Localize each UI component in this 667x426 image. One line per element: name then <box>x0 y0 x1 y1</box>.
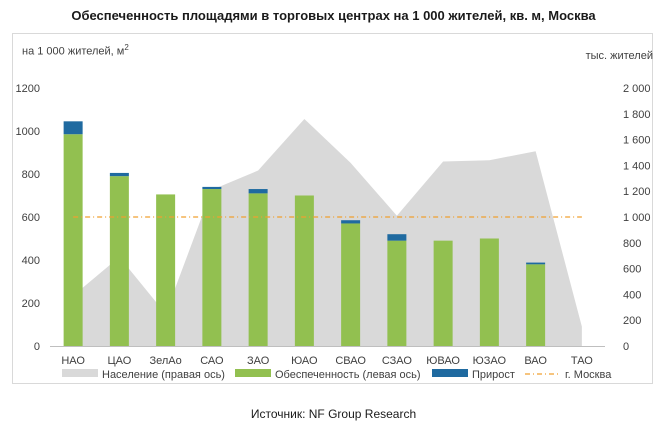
left-axis-unit-text: на 1 000 жителей, м <box>22 45 125 58</box>
chart-frame <box>12 33 653 384</box>
category-label-3: САО <box>200 355 224 367</box>
left-tick-label: 0 <box>34 341 40 353</box>
right-tick-label: 1 600 <box>623 135 651 147</box>
growth-bar-7 <box>387 234 407 241</box>
left-tick-label: 400 <box>22 255 40 267</box>
category-label-4: ЗАО <box>247 355 270 367</box>
legend-label-3: г. Москва <box>565 369 612 381</box>
provision-bar-10 <box>526 264 546 346</box>
provision-bar-1 <box>109 176 129 346</box>
left-tick-label: 200 <box>22 298 40 310</box>
provision-bar-2 <box>156 194 176 346</box>
left-tick-label: 800 <box>22 169 40 181</box>
left-tick-label: 1200 <box>16 83 40 95</box>
left-tick-label: 1000 <box>16 126 40 138</box>
legend-label-2: Прирост <box>472 369 515 381</box>
right-tick-label: 0 <box>623 341 629 353</box>
legend-swatch-growth <box>432 369 468 377</box>
right-tick-label: 1 400 <box>623 160 651 172</box>
category-label-7: СЗАО <box>382 355 413 367</box>
category-label-10: ВАО <box>524 355 547 367</box>
right-tick-label: 2 000 <box>623 83 651 95</box>
growth-bar-6 <box>341 220 361 224</box>
legend-label-1: Обеспеченность (левая ось) <box>275 369 421 381</box>
right-tick-label: 1 800 <box>623 109 651 121</box>
category-label-5: ЮАО <box>291 355 318 367</box>
category-label-11: ТАО <box>571 355 593 367</box>
right-tick-label: 200 <box>623 315 641 327</box>
legend-swatch-provision <box>235 369 271 377</box>
provision-bar-4 <box>248 193 268 346</box>
provision-bar-7 <box>387 240 407 346</box>
category-label-9: ЮЗАО <box>473 355 507 367</box>
provision-bar-9 <box>479 238 499 346</box>
right-tick-label: 800 <box>623 238 641 250</box>
right-tick-label: 600 <box>623 264 641 276</box>
provision-bar-3 <box>202 189 222 346</box>
growth-bar-1 <box>109 172 129 177</box>
left-axis-unit-sup: 2 <box>124 43 129 52</box>
provision-bar-6 <box>341 223 361 346</box>
chart-title: Обеспеченность площадями в торговых цент… <box>71 8 596 23</box>
right-axis-unit: тыс. жителей <box>585 50 653 62</box>
provision-bar-8 <box>433 240 453 346</box>
category-label-1: ЦАО <box>107 355 131 367</box>
legend-swatch-population <box>62 369 98 377</box>
category-label-6: СВАО <box>335 355 366 367</box>
legend-label-0: Население (правая ось) <box>102 369 225 381</box>
left-axis-unit: на 1 000 жителей, м2 <box>22 43 129 58</box>
provision-bar-5 <box>294 195 314 346</box>
growth-bar-3 <box>202 186 222 190</box>
right-tick-label: 400 <box>623 289 641 301</box>
left-tick-label: 600 <box>22 212 40 224</box>
growth-bar-10 <box>526 262 546 265</box>
category-label-8: ЮВАО <box>426 355 460 367</box>
category-label-2: ЗелАо <box>149 355 181 367</box>
right-tick-label: 1 200 <box>623 186 651 198</box>
growth-bar-0 <box>63 121 83 135</box>
population-area <box>73 118 582 347</box>
provision-bar-0 <box>63 134 83 346</box>
right-tick-label: 1 000 <box>623 212 651 224</box>
category-label-0: НАО <box>61 355 85 367</box>
source-note: Источник: NF Group Research <box>250 407 417 421</box>
growth-bar-4 <box>248 189 268 194</box>
